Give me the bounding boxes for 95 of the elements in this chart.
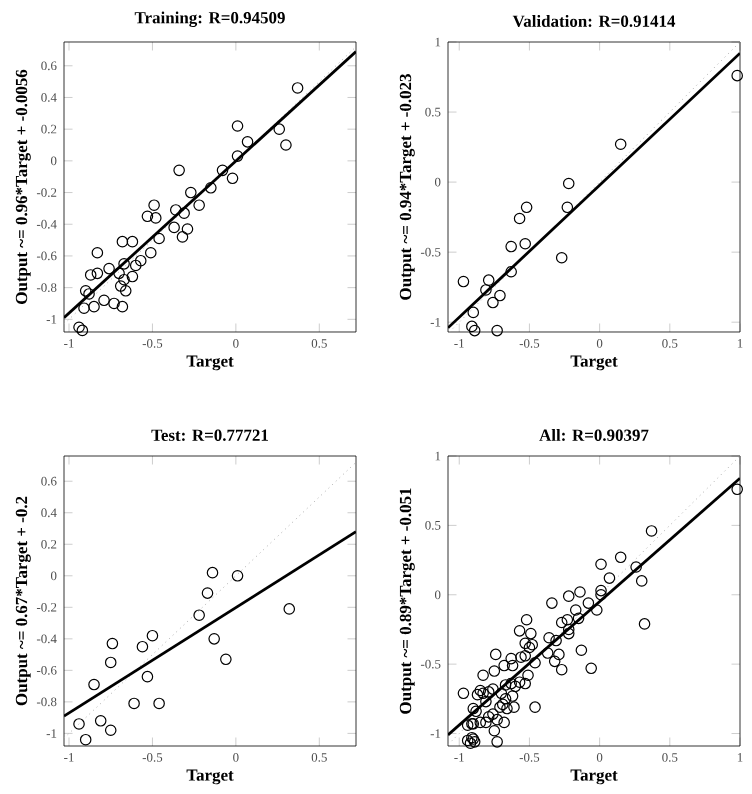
- point: [466, 320, 478, 333]
- point: [76, 324, 89, 337]
- point: [104, 724, 117, 737]
- point: [208, 633, 220, 645]
- point: [519, 237, 532, 250]
- point: [78, 302, 90, 315]
- point: [467, 306, 480, 319]
- point: [176, 231, 189, 243]
- x-axis-title: Target: [186, 769, 234, 785]
- point: [126, 235, 139, 248]
- point: [116, 235, 129, 248]
- point: [168, 221, 180, 234]
- point: [113, 267, 125, 280]
- chart-title: Test: R=0.77721: [151, 429, 268, 442]
- point: [283, 603, 296, 615]
- point: [108, 297, 120, 310]
- point: [73, 718, 85, 730]
- point: [216, 164, 229, 177]
- point: [149, 212, 162, 224]
- point: [153, 697, 165, 710]
- point: [84, 269, 97, 281]
- point: [146, 629, 159, 642]
- x-axis-title: Target: [570, 355, 618, 371]
- point: [153, 232, 165, 245]
- y-axis-title: Output ~= 0.96*Target + -0.0056: [15, 69, 31, 304]
- point: [91, 267, 104, 280]
- point: [513, 212, 526, 225]
- point: [83, 288, 95, 300]
- point: [480, 284, 492, 296]
- point: [94, 714, 107, 727]
- point: [482, 274, 495, 286]
- point: [118, 273, 130, 286]
- point: [561, 201, 574, 214]
- point: [291, 82, 304, 94]
- y-axis-title: Output ~= 0.94*Target + -0.023: [399, 74, 415, 300]
- chart-title: All: R=0.90397: [539, 429, 649, 442]
- point: [491, 324, 503, 337]
- point: [148, 199, 160, 212]
- point: [231, 569, 244, 582]
- point: [91, 246, 104, 259]
- point: [220, 653, 232, 666]
- point: [88, 678, 100, 691]
- point: [141, 670, 154, 683]
- point: [104, 656, 117, 669]
- y-axis-title: Output ~= 0.67*Target + -0.2: [15, 496, 31, 706]
- point: [205, 181, 217, 194]
- point: [79, 733, 92, 746]
- y-axis-title: Output ~= 0.89*Target + -0.051: [399, 488, 415, 714]
- point: [280, 139, 292, 151]
- point: [98, 294, 110, 307]
- point: [178, 207, 190, 219]
- point: [201, 587, 214, 599]
- point: [468, 324, 481, 337]
- point: [494, 289, 506, 302]
- point: [614, 138, 627, 151]
- point: [193, 609, 205, 621]
- point: [118, 258, 130, 270]
- point: [231, 150, 244, 162]
- point: [520, 201, 533, 214]
- point: [128, 697, 140, 710]
- point: [144, 246, 157, 259]
- point: [241, 136, 254, 148]
- point: [181, 223, 194, 235]
- point: [555, 251, 568, 264]
- point: [505, 240, 517, 253]
- point: [129, 259, 142, 272]
- point: [106, 637, 119, 650]
- point: [136, 640, 149, 653]
- point: [119, 284, 132, 297]
- point: [193, 199, 205, 212]
- point: [226, 172, 239, 185]
- point: [134, 254, 147, 267]
- point: [487, 296, 499, 309]
- point: [141, 210, 154, 223]
- point: [88, 300, 100, 313]
- point: [457, 275, 470, 288]
- point: [206, 566, 219, 579]
- chart-title: Validation: R=0.91414: [512, 15, 676, 27]
- point: [79, 284, 92, 297]
- point: [116, 300, 129, 313]
- point: [185, 186, 197, 199]
- chart-title: Training: R=0.94509: [134, 11, 285, 28]
- point: [731, 69, 743, 82]
- point: [562, 177, 575, 190]
- point: [169, 204, 182, 216]
- point: [126, 270, 139, 283]
- point: [173, 164, 185, 177]
- point: [103, 262, 115, 275]
- point: [505, 265, 517, 278]
- point: [114, 280, 127, 292]
- x-axis-title: Target: [570, 769, 618, 785]
- point: [73, 321, 85, 334]
- point: [273, 123, 286, 135]
- x-axis-title: Target: [186, 355, 234, 371]
- point: [231, 120, 244, 132]
